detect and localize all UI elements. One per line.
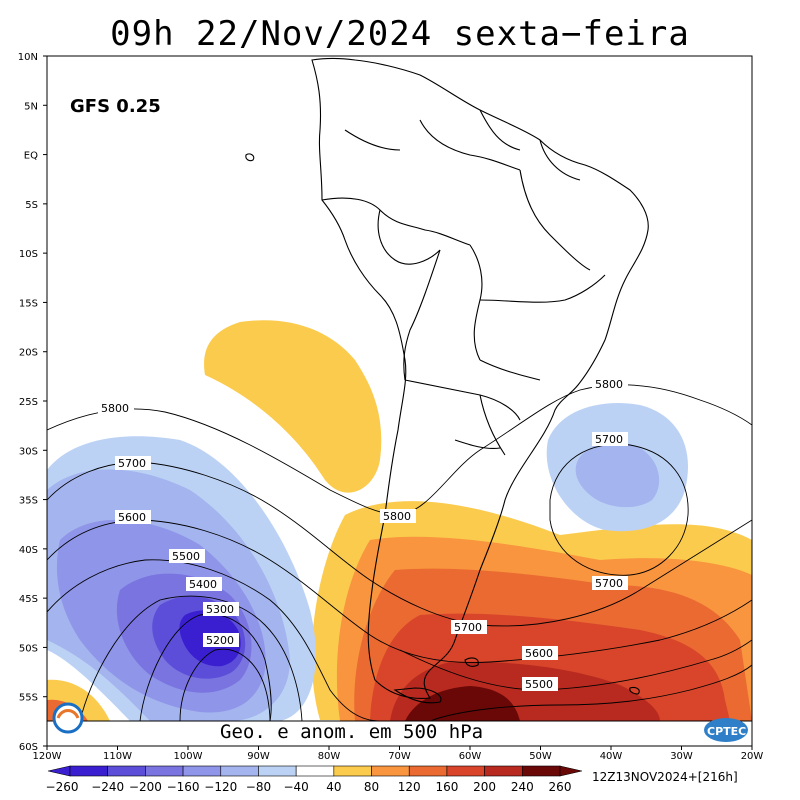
svg-text:CPTEC: CPTEC — [707, 725, 746, 738]
lon-tick-label: 110W — [103, 751, 132, 762]
lon-tick-label: 20W — [741, 751, 764, 762]
caption-band — [47, 721, 752, 746]
contour-label: 5300 — [206, 603, 234, 616]
latitude-axis: 10N 5N EQ 5S 10S 15S 20S 25S 30S 35S 40S 45S 50S 55S 6… — [18, 52, 47, 753]
lat-tick-label: 15S — [19, 298, 38, 309]
map-caption: Geo. e anom. em 500 hPa — [220, 721, 483, 743]
colorbar-swatch — [484, 765, 523, 777]
colorbar-tick-label: 260 — [549, 780, 572, 794]
lat-tick-label: 10S — [19, 249, 38, 260]
south-america-outline — [311, 57, 649, 699]
lat-tick-label: 45S — [19, 594, 38, 605]
colorbar-tick-label: −200 — [129, 780, 162, 794]
lon-tick-label: 70W — [388, 751, 411, 762]
colorbar-swatch — [220, 765, 259, 777]
contour-label-group: 5800 5800 5800 5700 5700 5700 5700 5600 … — [98, 377, 628, 691]
contour-label: 5600 — [525, 647, 553, 660]
colorbar-swatch — [333, 765, 372, 777]
colorbar-swatch — [182, 765, 222, 777]
contour-label: 5700 — [454, 621, 482, 634]
colorbar-tick-label: 120 — [398, 780, 421, 794]
colorbar-tick-label: −120 — [204, 780, 237, 794]
contour-5300 — [139, 613, 272, 721]
contour-5700-closed — [549, 443, 689, 576]
lat-tick-label: 55S — [19, 693, 38, 704]
map-title: 09h 22/Nov/2024 sexta−feira — [110, 14, 690, 54]
contour-label: 5800 — [595, 378, 623, 391]
contour-label: 5200 — [206, 634, 234, 647]
contour-label: 5700 — [595, 433, 623, 446]
colorbar-swatch — [408, 765, 448, 777]
colorbar-swatch — [107, 765, 146, 777]
colorbar-tick-label: 240 — [511, 780, 534, 794]
lon-tick-label: 90W — [247, 751, 270, 762]
lat-tick-label: 25S — [19, 397, 38, 408]
longitude-axis: 120W 110W 100W 90W 80W 70W 60W 50W 40W 30W 20W — [33, 746, 764, 762]
lat-tick-label: 50S — [19, 643, 38, 654]
colorbar-arrow-right — [559, 765, 583, 777]
colorbar-tick-label: 200 — [473, 780, 496, 794]
contour-label: 5800 — [101, 402, 129, 415]
colorbar-tick-label: −40 — [283, 780, 308, 794]
contour-label: 5400 — [189, 578, 217, 591]
run-info: 12Z13NOV2024+[216h] — [592, 770, 738, 784]
colorbar-swatch — [522, 765, 561, 777]
colorbar-tick-label: 160 — [435, 780, 458, 794]
lat-tick-label: 30S — [19, 446, 38, 457]
colorbar-tick-label: 40 — [326, 780, 341, 794]
inpe-logo — [52, 702, 84, 734]
lat-tick-label: 20S — [19, 348, 38, 359]
colorbar: −260 −240 −200 −160 −120 −80 −40 40 80 120 160 200 2… — [46, 765, 583, 794]
coastlines — [245, 57, 649, 704]
lon-tick-label: 120W — [33, 751, 62, 762]
colorbar-tick-label: 80 — [364, 780, 379, 794]
positive-anomaly-north — [204, 320, 382, 493]
contour-label: 5800 — [383, 510, 411, 523]
lat-tick-label: 5S — [25, 200, 38, 211]
colorbar-swatch — [446, 765, 485, 777]
contour-5500 — [47, 559, 752, 721]
anomaly-shading — [47, 320, 752, 721]
lat-tick-label: 10N — [18, 52, 38, 63]
lon-tick-label: 50W — [529, 751, 552, 762]
lat-tick-label: EQ — [24, 151, 38, 162]
lat-tick-label: 5N — [24, 101, 38, 112]
colorbar-swatch — [371, 765, 410, 777]
contour-5200 — [179, 648, 271, 721]
colorbar-swatch — [258, 765, 297, 777]
colorbar-tick-label: −160 — [167, 780, 200, 794]
lon-tick-label: 30W — [670, 751, 693, 762]
contour-label: 5600 — [118, 511, 146, 524]
contour-label: 5500 — [525, 678, 553, 691]
contour-label: 5700 — [118, 457, 146, 470]
lat-tick-label: 35S — [19, 496, 38, 507]
colorbar-swatch — [69, 765, 108, 777]
colorbar-swatch — [295, 765, 335, 777]
colorbar-arrow-left — [47, 765, 71, 777]
colorbar-tick-label: −240 — [91, 780, 124, 794]
colorbar-tick-label: −80 — [246, 780, 271, 794]
lat-tick-label: 60S — [19, 742, 38, 753]
lon-tick-label: 40W — [600, 751, 623, 762]
model-label: GFS 0.25 — [70, 96, 161, 117]
contour-5800 — [47, 384, 752, 516]
contour-5400 — [79, 595, 303, 721]
lon-tick-label: 100W — [174, 751, 203, 762]
contour-label: 5700 — [595, 577, 623, 590]
contour-label: 5500 — [172, 550, 200, 563]
colorbar-swatch — [145, 765, 184, 777]
colorbar-tick-label: −260 — [46, 780, 79, 794]
lon-tick-label: 60W — [459, 751, 482, 762]
cptec-logo: CPTEC — [704, 718, 748, 742]
lat-tick-label: 40S — [19, 545, 38, 556]
lon-tick-label: 80W — [318, 751, 341, 762]
